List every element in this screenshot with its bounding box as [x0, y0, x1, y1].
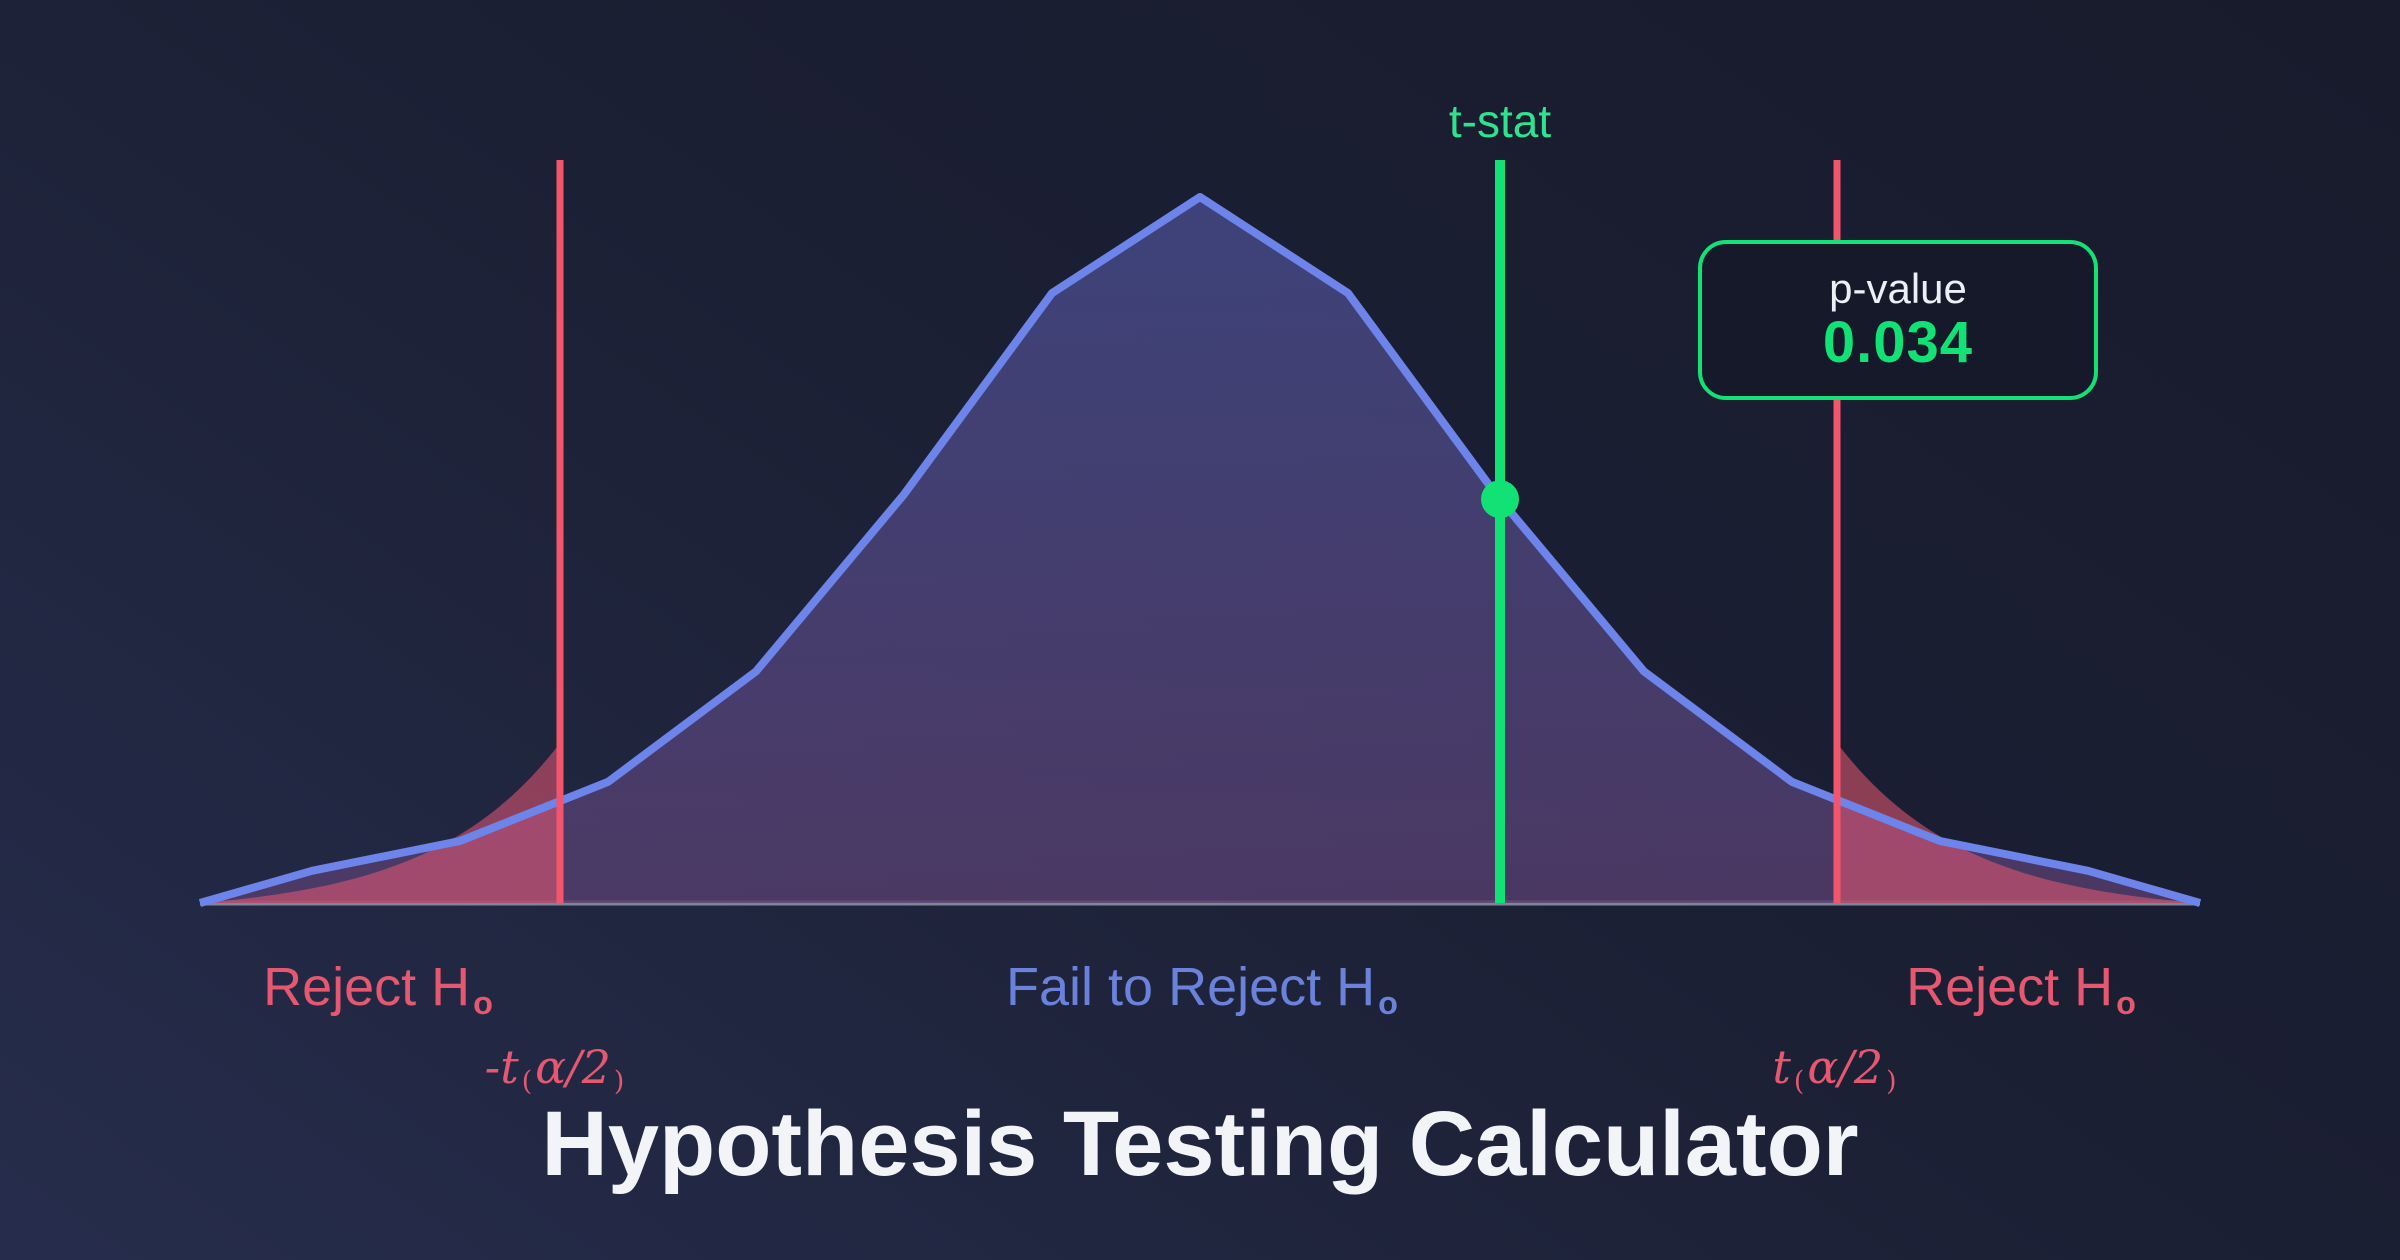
page-title: Hypothesis Testing Calculator [541, 1093, 1859, 1195]
t-stat-label: t-stat [1448, 95, 1552, 147]
critical-label-paren: ) [1886, 1065, 1897, 1097]
bell-curve-fill [200, 197, 2200, 903]
p-value-number: 0.034 [1822, 310, 1974, 375]
p-value-box: p-value 0.034 [1698, 240, 2098, 400]
h0-subscript: o [473, 985, 493, 1022]
rejection-region-left [200, 743, 560, 903]
critical-value-label-right: t (α/2) [1772, 1040, 1899, 1097]
t-stat-dot[interactable] [1481, 480, 1519, 519]
region-label-text: Reject H [1906, 957, 2114, 1017]
region-label-reject-right: Reject Ho [1906, 957, 2136, 1022]
critical-label-paren: ) [613, 1065, 625, 1097]
p-value-label: p-value [1829, 265, 1967, 312]
critical-value-label-left: -t (α/2) [484, 1040, 628, 1097]
region-label-text: Reject H [263, 957, 471, 1017]
region-label-text: Fail to Reject H [1006, 957, 1376, 1017]
critical-t-symbol: -t [484, 1040, 519, 1094]
critical-label-paren: ( [521, 1065, 533, 1097]
h0-subscript: o [2116, 985, 2136, 1022]
alpha-over-two: α/2 [535, 1040, 611, 1094]
region-label-reject-left: Reject Ho [263, 957, 493, 1022]
h0-subscript: o [1378, 985, 1398, 1022]
alpha-over-two: α/2 [1807, 1040, 1884, 1094]
region-label-fail-to-reject: Fail to Reject Ho [1006, 957, 1398, 1022]
critical-t-symbol: t [1772, 1040, 1791, 1094]
critical-label-paren: ( [1793, 1065, 1805, 1097]
rejection-region-right [1837, 743, 2200, 903]
bell-curve-line [198, 193, 2202, 907]
